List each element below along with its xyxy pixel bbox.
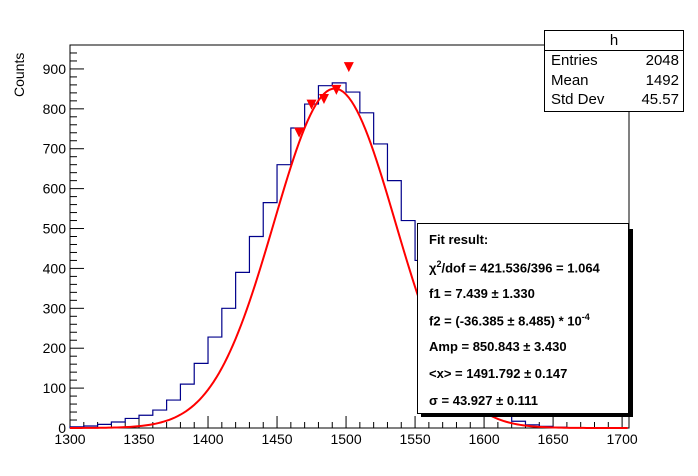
fit-mean: <x> = 1491.792 ± 0.147 [429, 366, 568, 381]
stats-value: 45.57 [641, 91, 679, 108]
y-tick-label: 0 [58, 420, 66, 436]
fit-chi2: χ2/dof = 421.536/396 = 1.064 [429, 259, 600, 276]
y-tick-label: 100 [43, 380, 67, 396]
peak-marker [343, 62, 354, 73]
histogram-series [69, 82, 623, 429]
y-tick-label: 900 [43, 61, 67, 77]
y-tick-label: 200 [43, 340, 67, 356]
y-tick-label: 600 [43, 181, 67, 197]
fit-curve [69, 87, 628, 429]
x-tick-label: 1350 [123, 431, 154, 447]
x-tick-label: 1550 [399, 431, 430, 447]
y-tick-label: 300 [43, 300, 67, 316]
peak-markers [294, 62, 354, 138]
y-tick-label: 700 [43, 141, 67, 157]
fit-sigma: σ = 43.927 ± 0.111 [429, 393, 538, 408]
x-tick-label: 1400 [192, 431, 223, 447]
x-tick-label: 1300 [54, 431, 85, 447]
y-tick-label: 800 [43, 101, 67, 117]
peak-marker [318, 94, 329, 105]
x-tick-label: 1600 [468, 431, 499, 447]
fit-f2: f2 = (-36.385 ± 8.485) * 10-4 [429, 312, 590, 329]
stats-box: h Entries 2048 Mean 1492 Std Dev 45.57 [544, 30, 684, 112]
gaussian-fit-line [69, 87, 628, 429]
y-tick-label: 400 [43, 260, 67, 276]
stats-row-stddev: Std Dev 45.57 [545, 90, 683, 110]
stats-value: 1492 [645, 71, 679, 89]
x-tick-label: 1700 [607, 431, 638, 447]
y-axis-label: Counts [11, 53, 27, 97]
stats-value: 2048 [645, 52, 679, 69]
x-tick-label: 1500 [330, 431, 361, 447]
stats-row-entries: Entries 2048 [545, 51, 683, 71]
fit-amp: Amp = 850.843 ± 3.430 [429, 339, 567, 354]
stats-label: Entries [551, 52, 598, 69]
peak-marker [306, 99, 317, 110]
peak-marker [331, 84, 342, 95]
y-tick-label: 500 [43, 221, 67, 237]
stats-label: Mean [551, 71, 589, 89]
fit-result-box: Fit result: χ2/dof = 421.536/396 = 1.064… [417, 223, 629, 414]
x-tick-label: 1650 [538, 431, 569, 447]
axes: 1300 1350 1400 1450 1500 1550 1600 1650 1700 0 100… [43, 44, 638, 447]
histogram-outline [69, 82, 623, 429]
fit-title: Fit result: [429, 232, 489, 247]
stats-row-mean: Mean 1492 [545, 71, 683, 91]
stats-title: h [545, 31, 683, 51]
stats-label: Std Dev [551, 91, 605, 108]
fit-f1: f1 = 7.439 ± 1.330 [429, 286, 535, 301]
x-tick-label: 1450 [261, 431, 292, 447]
peak-marker [294, 127, 305, 138]
